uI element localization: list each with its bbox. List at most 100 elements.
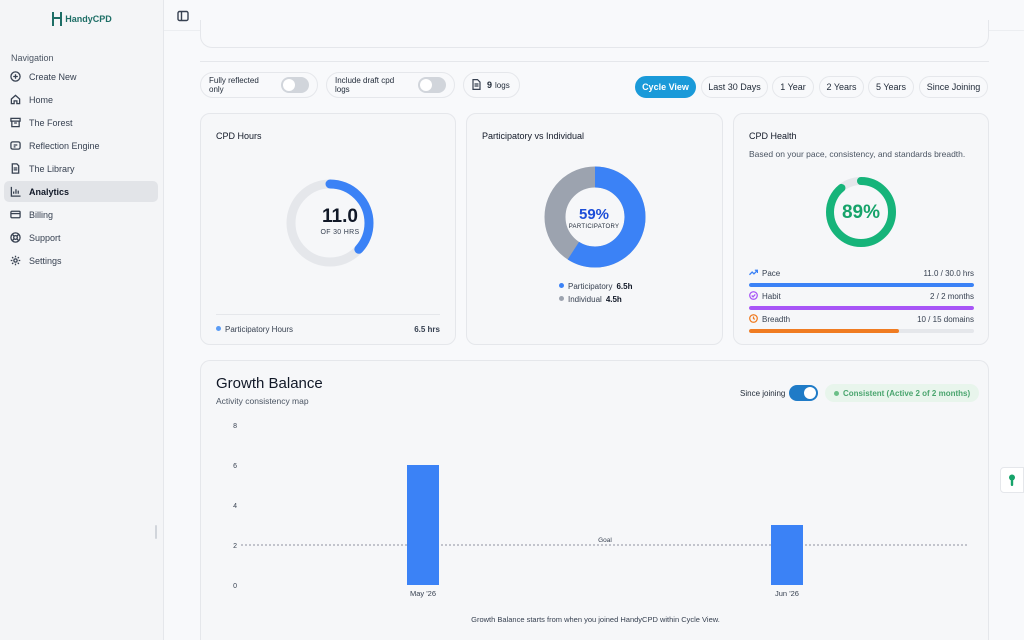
goal-label: Goal [598, 537, 612, 544]
y-tick-label: 2 [233, 543, 237, 550]
y-tick-label: 4 [233, 503, 237, 510]
sidebar-item-billing[interactable]: Billing [4, 204, 158, 225]
logo[interactable]: HandyCPD [0, 12, 164, 26]
range-last-30-days-button[interactable]: Last 30 Days [701, 76, 768, 98]
cpd-health-subtitle: Based on your pace, consistency, and sta… [749, 149, 966, 159]
ring-progress [286, 179, 374, 267]
sidebar-item-label: Settings [29, 255, 62, 266]
archive-icon [10, 117, 21, 128]
legend-value: 6.5 hrs [414, 325, 440, 334]
trending-up-icon [749, 269, 762, 278]
plus-circle-icon [10, 71, 21, 82]
sidebar-item-the-library[interactable]: The Library [4, 158, 158, 179]
since-joining-label: Since joining [740, 389, 786, 398]
toggle-knob [419, 79, 432, 91]
include-draft-toggle[interactable] [417, 77, 446, 93]
credit-card-icon [10, 209, 21, 220]
toggle-knob [804, 387, 816, 399]
growth-balance-title: Growth Balance [216, 375, 323, 392]
include-draft-label: Include draft cpd logs [335, 76, 395, 94]
since-joining-toggle[interactable] [789, 385, 818, 401]
participation-center-label: PARTICIPATORY [568, 224, 620, 230]
metric-value: 11.0 / 30.0 hrs [923, 268, 974, 278]
cpd-hours-value: 11.0 [322, 206, 358, 227]
sidebar-item-label: Analytics [29, 186, 70, 197]
range-cycle-view-button[interactable]: Cycle View [635, 76, 696, 98]
participatory-slice [544, 166, 646, 268]
consistency-badge-text: Consistent (Active 2 of 2 months) [843, 388, 971, 398]
logs-count: 9 [487, 80, 493, 90]
sidebar-item-support[interactable]: Support [4, 227, 158, 248]
metric-label: Pace [762, 269, 781, 278]
range-1-year-button[interactable]: 1 Year [772, 76, 814, 98]
growth-balance-footnote: Growth Balance starts from when you join… [471, 615, 720, 624]
pace-metric: Pace 11.0 / 30.0 hrs [749, 268, 974, 287]
legend-dot [559, 283, 564, 288]
cpd-health-ring [826, 177, 896, 247]
sidebar-item-create-new[interactable]: Create New [4, 66, 158, 87]
lifebuoy-icon [10, 232, 21, 243]
sidebar: HandyCPD Navigation Create New Home The … [0, 0, 164, 640]
legend-label: Individual [568, 295, 602, 304]
y-tick-label: 0 [233, 583, 237, 590]
sidebar-item-label: Home [29, 94, 54, 105]
logs-count-badge: 9 logs [463, 72, 520, 98]
metric-value: 2 / 2 months [929, 291, 974, 301]
sparkles-icon [10, 140, 21, 151]
document-icon [472, 78, 481, 92]
range-since-joining-button[interactable]: Since Joining [919, 76, 988, 98]
cpd-health-percent: 89% [841, 202, 881, 223]
sidebar-item-reflection-engine[interactable]: Reflection Engine [4, 135, 158, 156]
sidebar-item-label: Support [29, 232, 61, 243]
side-help-button[interactable] [1000, 467, 1024, 493]
sidebar-nav: Create New Home The Forest Reflection En… [4, 66, 158, 273]
participation-percent: 59% [578, 206, 610, 223]
participation-card: Participatory vs Individual 59% PARTICIP… [466, 113, 723, 345]
range-5-years-button[interactable]: 5 Years [868, 76, 914, 98]
include-draft-filter[interactable]: Include draft cpd logs [326, 72, 455, 98]
metric-label: Habit [762, 292, 781, 301]
cpd-hours-title: CPD Hours [216, 131, 262, 141]
metric-fill [749, 306, 974, 310]
status-dot [834, 390, 839, 396]
metric-track [749, 329, 974, 333]
sidebar-item-home[interactable]: Home [4, 89, 158, 110]
sidebar-resize-handle[interactable] [155, 525, 157, 539]
participation-title: Participatory vs Individual [482, 131, 585, 141]
growth-balance-card: Growth Balance Activity consistency map … [200, 360, 989, 640]
legend-value: 6.5h [616, 282, 633, 291]
legend-value: 4.5h [605, 295, 622, 304]
ring-progress [826, 177, 896, 247]
metric-track [749, 306, 974, 310]
document-icon [10, 163, 21, 174]
sidebar-item-analytics[interactable]: Analytics [4, 181, 158, 202]
bar [771, 525, 803, 585]
logs-label: logs [495, 80, 510, 90]
sidebar-item-label: Create New [29, 71, 77, 82]
bar [407, 465, 439, 585]
metric-value: 10 / 15 domains [917, 314, 974, 324]
fully-reflected-toggle[interactable] [281, 77, 309, 93]
y-tick-label: 6 [233, 463, 237, 470]
sidebar-item-settings[interactable]: Settings [4, 250, 158, 271]
sidebar-item-label: Billing [29, 209, 54, 220]
sidebar-item-label: The Library [29, 163, 75, 174]
previous-section-card [200, 20, 989, 48]
participatory-hours-legend: Participatory Hours 6.5 hrs [216, 314, 440, 334]
sidebar-item-the-forest[interactable]: The Forest [4, 112, 158, 133]
metric-fill [749, 283, 974, 287]
participatory-legend: Participatory 6.5h [559, 282, 632, 291]
sidebar-item-label: Reflection Engine [29, 140, 100, 151]
range-2-years-button[interactable]: 2 Years [819, 76, 864, 98]
cpd-health-title: CPD Health [749, 131, 797, 141]
fully-reflected-filter[interactable]: Fully reflected only [200, 72, 318, 98]
participation-donut [544, 166, 646, 268]
sidebar-toggle-icon[interactable] [177, 9, 189, 22]
consistency-badge: Consistent (Active 2 of 2 months) [825, 384, 980, 402]
home-icon [10, 94, 21, 105]
growth-balance-subtitle: Activity consistency map [216, 396, 309, 406]
cpd-hours-target: OF 30 HRS [320, 229, 360, 236]
check-circle-icon [749, 291, 762, 301]
gear-icon [10, 255, 21, 266]
x-tick-label: Jun '26 [775, 589, 799, 598]
